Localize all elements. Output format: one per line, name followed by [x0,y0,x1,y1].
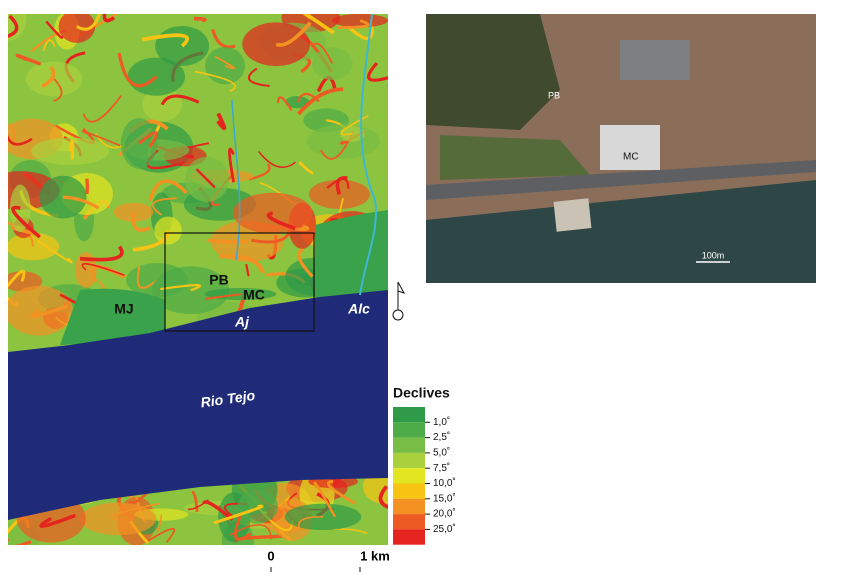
aerial-photo: PB MC 100m [426,14,816,283]
legend-label: 25,0˚ [433,523,456,535]
scale-label: 0 [267,548,274,563]
slope-map: MJ PB MC Aj Alc Rio Tejo [0,0,421,560]
legend-label: 15,0˚ [433,492,456,504]
legend-swatch [393,468,425,483]
slope-line [194,18,205,20]
legend-swatch [393,499,425,514]
photo-label: PB [548,90,560,100]
legend: 1,0˚ 2,5˚ 5,0˚ 7,5˚ 10,0˚ 15,0˚ 20,0˚ 25,0˚ [393,407,456,545]
legend-label: 2,5˚ [433,431,450,443]
legend-label: 20,0˚ [433,508,456,520]
place-label: MC [243,287,265,303]
slope-line [207,240,248,242]
legend-swatch [393,529,425,544]
photo-scale: 100m [702,250,725,260]
legend-title: Declives [393,385,450,401]
north-arrow [393,282,404,320]
slope-patch [312,47,353,80]
photo-label: MC [623,152,639,163]
slope-patch [40,176,87,219]
legend-swatch [393,438,425,453]
slope-patch [242,22,310,66]
figure: MJ PB MC Aj Alc Rio Tejo Declives 1,0˚ 2,… [0,0,845,573]
place-label: PB [209,272,228,288]
slope-line [87,179,88,194]
legend-label: 1,0˚ [433,416,450,428]
legend-label: 7,5˚ [433,462,450,474]
place-label: MJ [114,301,133,317]
legend-swatch [393,514,425,529]
slope-patch [7,233,60,260]
legend-swatch [393,484,425,499]
water-label: Aj [234,314,250,330]
legend-swatch [393,422,425,437]
scale-bar: 0 1 km [267,548,389,572]
water-label: Alc [347,301,370,317]
legend-label: 10,0˚ [433,477,456,489]
legend-swatch [393,453,425,468]
legend-swatch [393,407,425,422]
flat-area [315,210,388,300]
legend-label: 5,0˚ [433,447,450,459]
scale-label: 1 km [360,548,390,563]
